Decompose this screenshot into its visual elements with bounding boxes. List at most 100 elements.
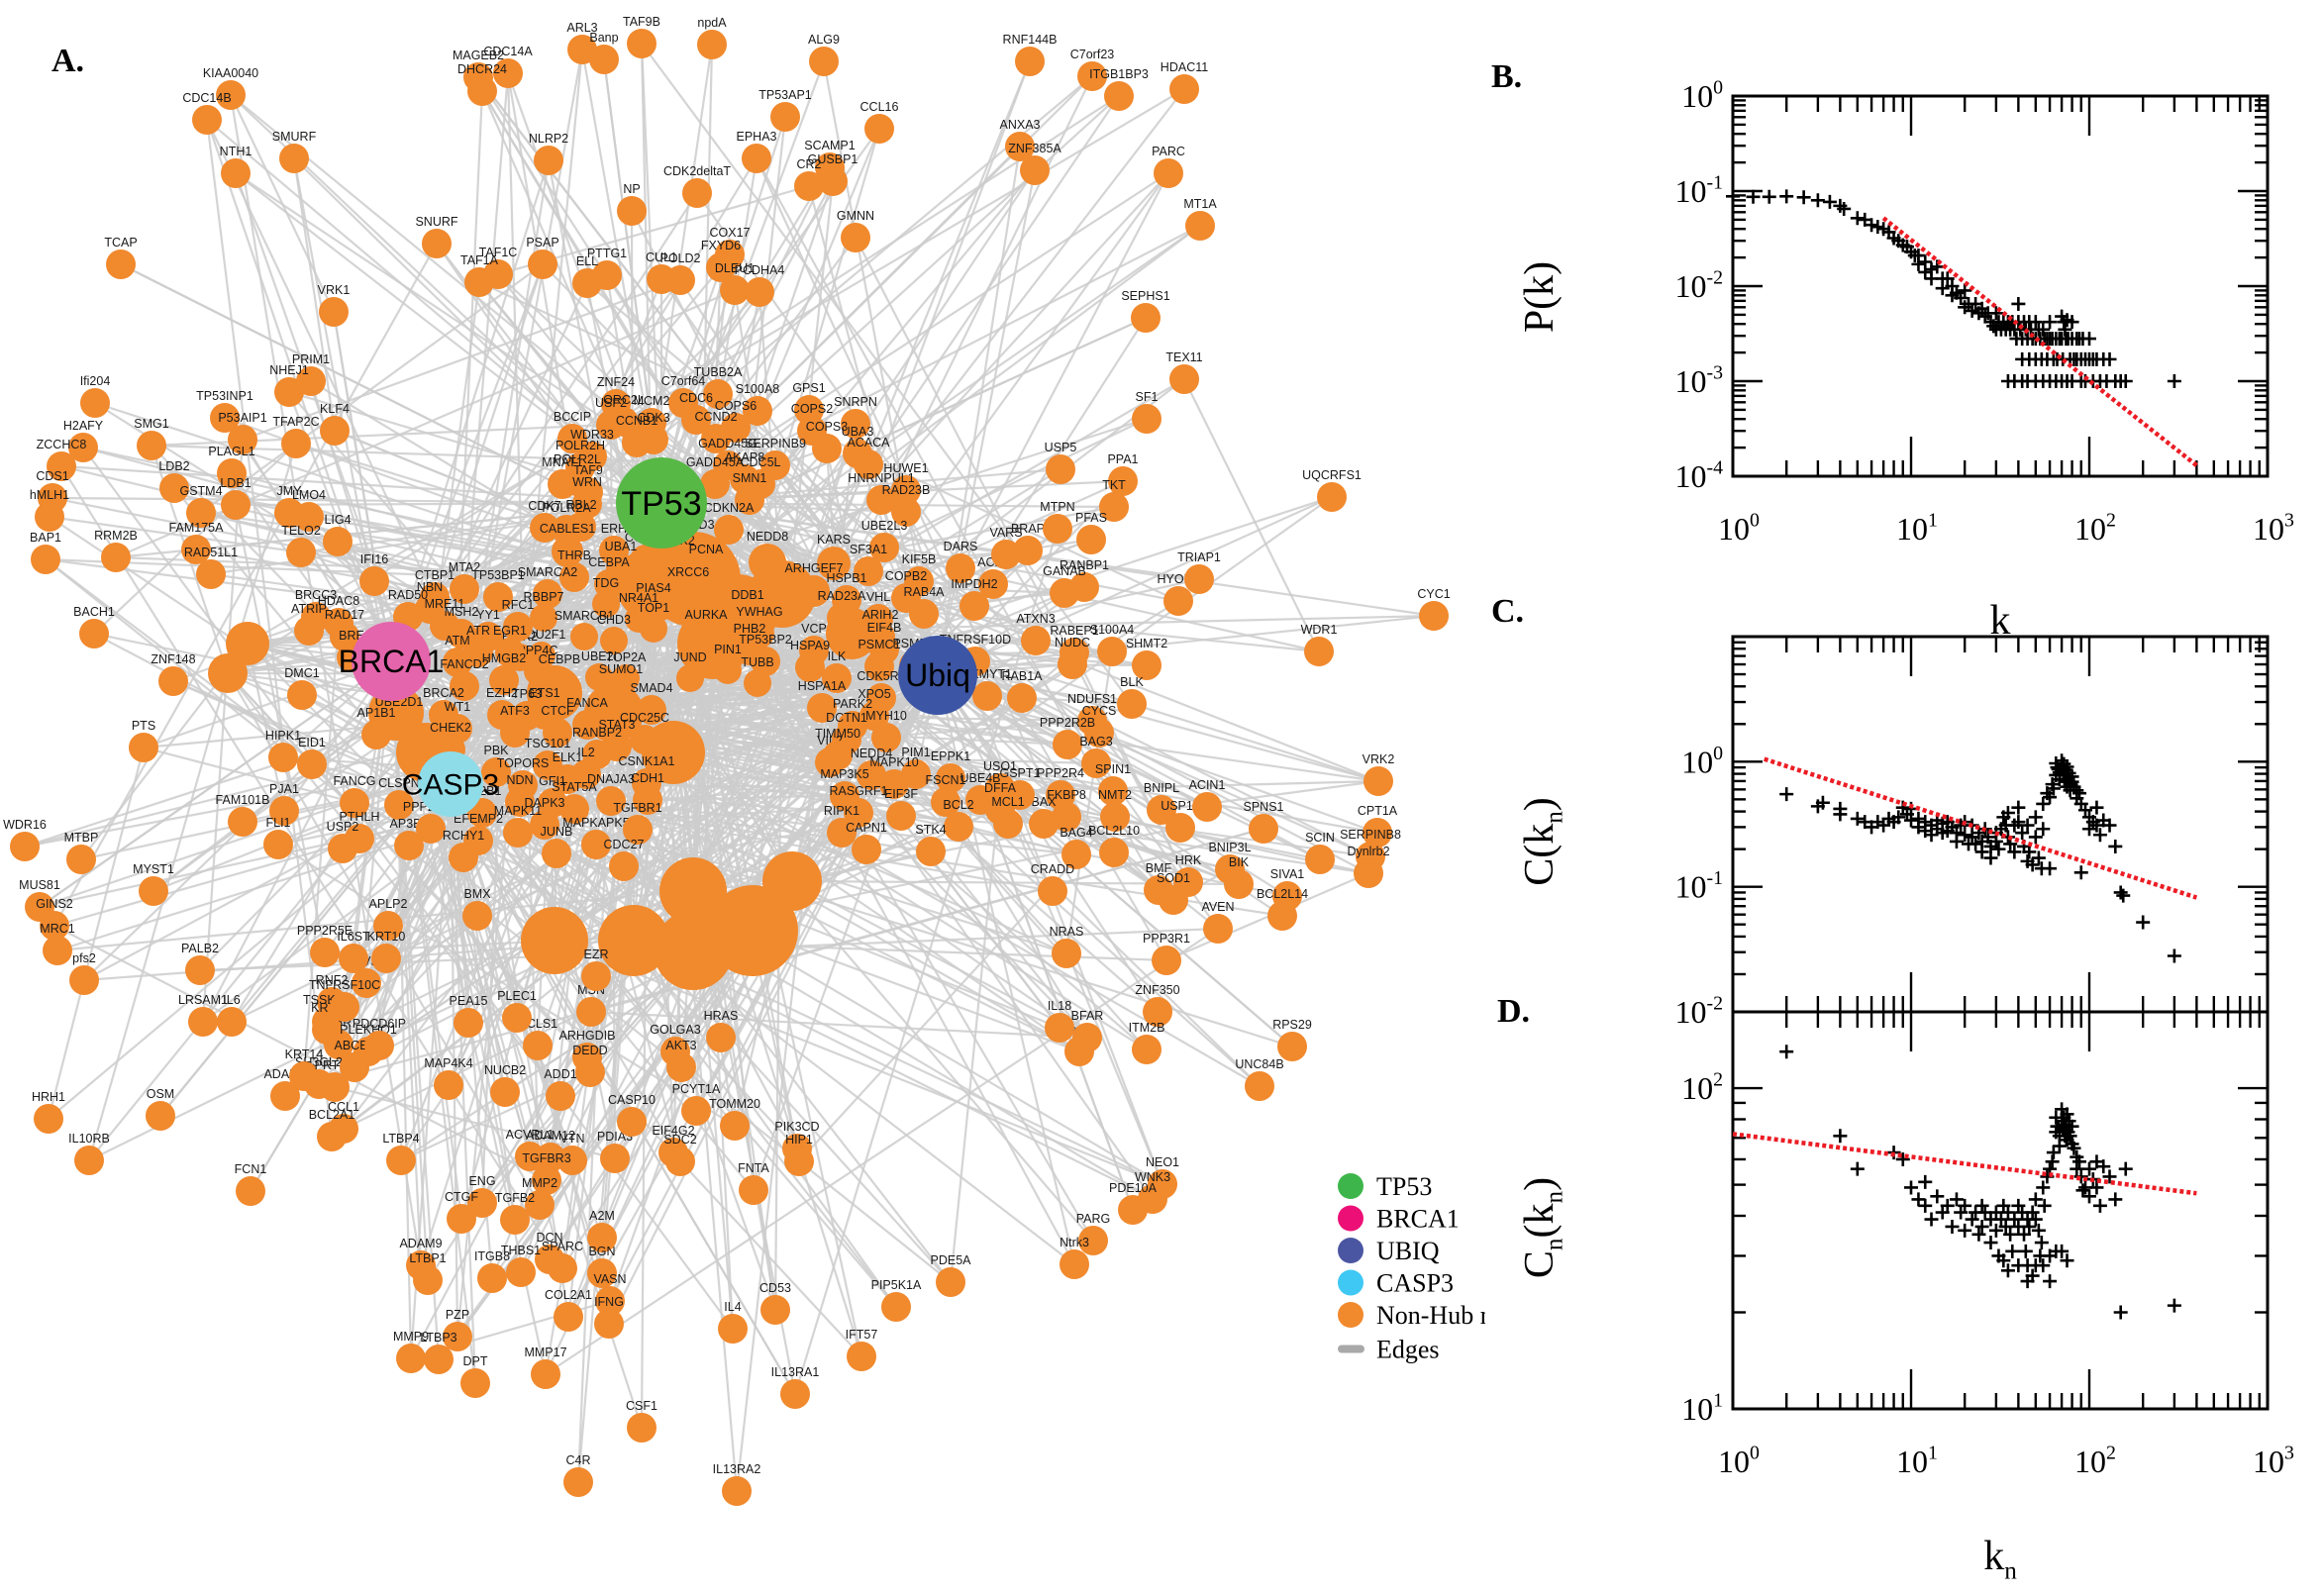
- network-node[interactable]: [637, 695, 666, 725]
- network-node[interactable]: [1203, 914, 1233, 944]
- network-node[interactable]: [364, 1031, 394, 1060]
- network-node[interactable]: [1081, 748, 1111, 778]
- network-node[interactable]: [572, 489, 602, 519]
- network-node[interactable]: [68, 433, 98, 462]
- network-node[interactable]: [1013, 536, 1043, 565]
- network-node[interactable]: [396, 1344, 426, 1373]
- network-node[interactable]: [795, 652, 825, 682]
- network-node[interactable]: [386, 1146, 416, 1175]
- network-node[interactable]: [546, 666, 573, 694]
- network-node[interactable]: [294, 616, 324, 646]
- network-node[interactable]: [554, 1302, 583, 1332]
- network-node[interactable]: [534, 146, 563, 175]
- network-node[interactable]: [384, 790, 414, 820]
- network-node[interactable]: [581, 961, 611, 991]
- network-node[interactable]: [623, 815, 653, 845]
- network-node[interactable]: [807, 693, 837, 723]
- network-node[interactable]: [681, 1096, 711, 1126]
- network-node[interactable]: [101, 543, 131, 572]
- network-node[interactable]: [931, 787, 960, 817]
- network-node[interactable]: [323, 527, 353, 556]
- network-node[interactable]: [630, 545, 661, 576]
- network-node[interactable]: [533, 579, 562, 609]
- network-node[interactable]: [139, 876, 168, 906]
- network-node[interactable]: [531, 1359, 560, 1389]
- network-node[interactable]: [844, 798, 873, 828]
- network-node[interactable]: [339, 944, 368, 973]
- network-node[interactable]: [622, 428, 652, 457]
- network-node[interactable]: [559, 794, 589, 824]
- network-node[interactable]: [596, 786, 626, 816]
- hub-node-ubiq[interactable]: [898, 636, 977, 715]
- network-node[interactable]: [760, 1295, 790, 1325]
- network-node[interactable]: [1363, 818, 1392, 848]
- network-node[interactable]: [217, 458, 247, 488]
- network-node[interactable]: [188, 1007, 218, 1037]
- network-node[interactable]: [817, 547, 851, 580]
- network-node[interactable]: [633, 785, 662, 815]
- network-node[interactable]: [891, 475, 921, 505]
- network-node[interactable]: [66, 845, 96, 874]
- network-node[interactable]: [1020, 155, 1050, 185]
- network-node[interactable]: [670, 579, 706, 615]
- network-node[interactable]: [69, 965, 99, 995]
- network-node[interactable]: [1007, 683, 1037, 713]
- network-node[interactable]: [80, 388, 110, 418]
- network-node[interactable]: [827, 603, 857, 633]
- network-node[interactable]: [467, 76, 497, 106]
- network-node[interactable]: [1305, 845, 1335, 874]
- network-node[interactable]: [570, 623, 598, 650]
- network-node[interactable]: [812, 434, 842, 463]
- network-node[interactable]: [74, 1146, 104, 1175]
- network-node[interactable]: [34, 1104, 63, 1134]
- network-node[interactable]: [181, 535, 211, 564]
- network-node[interactable]: [159, 473, 189, 503]
- network-node[interactable]: [866, 485, 896, 515]
- network-node[interactable]: [43, 936, 72, 965]
- network-node[interactable]: [1076, 525, 1106, 554]
- network-node[interactable]: [592, 590, 620, 618]
- network-node[interactable]: [443, 648, 472, 677]
- network-node[interactable]: [447, 1204, 476, 1234]
- network-node[interactable]: [270, 1081, 300, 1111]
- network-node[interactable]: [263, 830, 293, 859]
- network-node[interactable]: [1192, 792, 1222, 822]
- network-node[interactable]: [1050, 578, 1079, 608]
- network-node[interactable]: [532, 1165, 561, 1195]
- network-node[interactable]: [617, 1107, 647, 1137]
- network-node[interactable]: [1419, 601, 1449, 631]
- network-node[interactable]: [1043, 514, 1072, 544]
- network-node[interactable]: [1099, 838, 1129, 867]
- network-node[interactable]: [944, 812, 973, 842]
- network-node[interactable]: [490, 1077, 520, 1107]
- network-node[interactable]: [546, 1081, 575, 1111]
- network-node[interactable]: [528, 249, 557, 279]
- network-node[interactable]: [536, 1143, 565, 1172]
- network-node[interactable]: [1147, 795, 1176, 825]
- network-node[interactable]: [682, 178, 712, 208]
- network-node[interactable]: [909, 599, 939, 629]
- network-node[interactable]: [1165, 813, 1195, 843]
- network-node[interactable]: [676, 664, 704, 692]
- network-node[interactable]: [460, 1368, 490, 1398]
- network-node[interactable]: [627, 29, 656, 58]
- network-node[interactable]: [936, 1267, 965, 1297]
- network-node[interactable]: [543, 718, 572, 748]
- network-node[interactable]: [581, 830, 611, 859]
- network-node[interactable]: [691, 622, 721, 651]
- network-node[interactable]: [739, 1175, 768, 1205]
- network-node[interactable]: [818, 166, 848, 196]
- network-node[interactable]: [1060, 1249, 1089, 1279]
- network-node[interactable]: [563, 1467, 593, 1497]
- network-node[interactable]: [523, 1031, 553, 1060]
- network-node[interactable]: [1152, 946, 1181, 975]
- network-node[interactable]: [703, 379, 733, 409]
- network-node[interactable]: [594, 1309, 624, 1339]
- network-node[interactable]: [216, 80, 246, 110]
- network-node[interactable]: [1072, 1023, 1102, 1052]
- network-node[interactable]: [1118, 1195, 1148, 1225]
- network-node[interactable]: [1098, 776, 1128, 806]
- network-node[interactable]: [575, 1057, 605, 1087]
- network-node[interactable]: [666, 1052, 696, 1082]
- network-node[interactable]: [289, 1061, 319, 1091]
